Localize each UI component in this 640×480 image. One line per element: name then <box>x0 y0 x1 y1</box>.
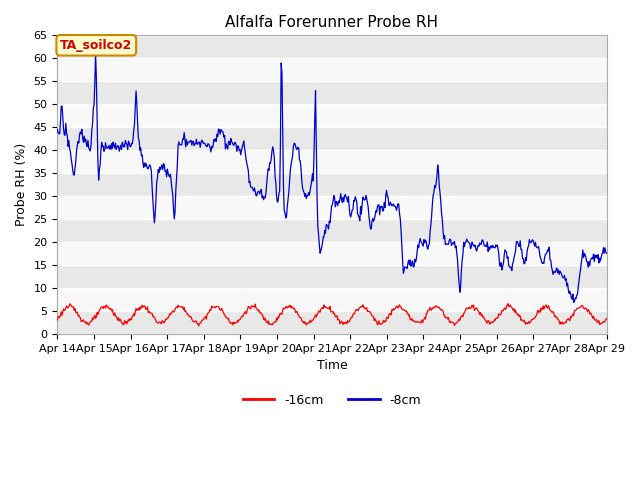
Bar <box>58 127 607 150</box>
Bar <box>58 219 607 242</box>
Legend: -16cm, -8cm: -16cm, -8cm <box>237 389 426 411</box>
Bar <box>58 288 607 311</box>
Bar <box>58 242 607 265</box>
Bar <box>58 265 607 288</box>
Text: TA_soilco2: TA_soilco2 <box>60 39 132 52</box>
Bar <box>58 81 607 104</box>
Title: Alfalfa Forerunner Probe RH: Alfalfa Forerunner Probe RH <box>225 15 438 30</box>
Y-axis label: Probe RH (%): Probe RH (%) <box>15 143 28 227</box>
X-axis label: Time: Time <box>317 360 348 372</box>
Bar <box>58 311 607 334</box>
Bar <box>58 173 607 196</box>
Bar <box>58 150 607 173</box>
Bar <box>58 36 607 59</box>
Bar <box>58 104 607 127</box>
Bar <box>58 196 607 219</box>
Bar <box>58 59 607 81</box>
